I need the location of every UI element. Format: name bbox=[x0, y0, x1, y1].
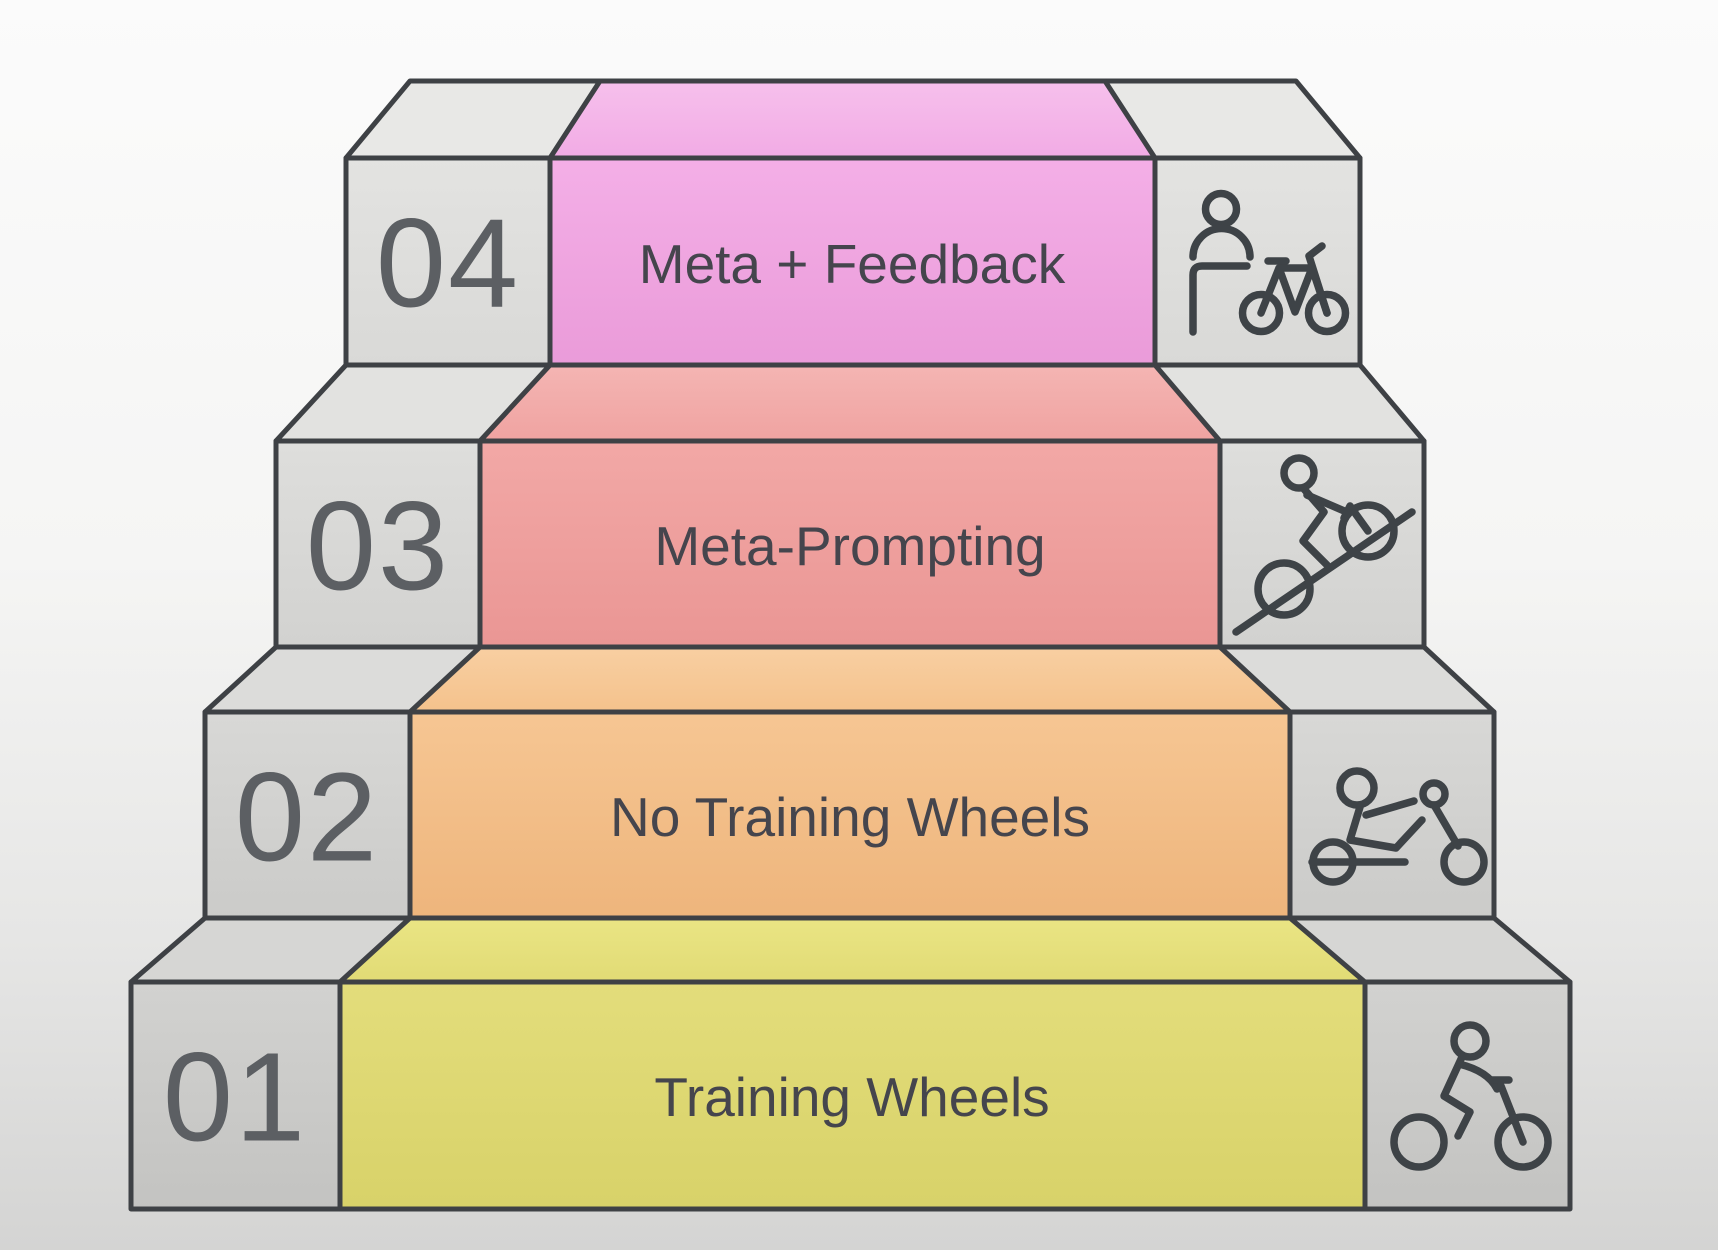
step-03-label: Meta-Prompting bbox=[654, 515, 1045, 577]
step-01-label: Training Wheels bbox=[654, 1066, 1049, 1128]
step-03-number-box bbox=[273, 438, 483, 650]
step-04-label: Meta + Feedback bbox=[639, 233, 1066, 295]
step-04: 04 Meta + Feedback bbox=[343, 78, 1363, 368]
step-01-panel bbox=[337, 979, 1368, 1212]
step-01-number: 01 bbox=[163, 1027, 307, 1168]
step-02-icon-box bbox=[1287, 709, 1497, 921]
step-04-tread-panel bbox=[547, 78, 1158, 161]
cyclist-icon bbox=[1390, 1021, 1552, 1171]
step-03: 03 Meta-Prompting bbox=[273, 362, 1427, 650]
step-02-panel bbox=[407, 709, 1293, 921]
uphill-biker-icon bbox=[1232, 454, 1416, 636]
step-04-number: 04 bbox=[376, 193, 520, 334]
step-02-tread-panel bbox=[407, 644, 1293, 715]
step-03-panel bbox=[477, 438, 1223, 650]
step-02-label: No Training Wheels bbox=[610, 786, 1090, 848]
balance-bike-rider-icon bbox=[1308, 767, 1488, 886]
person-with-bicycle-icon bbox=[1189, 189, 1350, 336]
step-03-number: 03 bbox=[306, 476, 450, 617]
step-02: 02 No Training Wheels bbox=[202, 644, 1497, 921]
step-03-tread-panel bbox=[477, 362, 1223, 444]
step-01: 01 Training Wheels bbox=[128, 915, 1573, 1212]
step-01-icon-box bbox=[1362, 979, 1573, 1212]
step-02-number: 02 bbox=[235, 747, 379, 888]
step-01-number-box bbox=[128, 979, 343, 1212]
step-01-tread-panel bbox=[337, 915, 1368, 985]
